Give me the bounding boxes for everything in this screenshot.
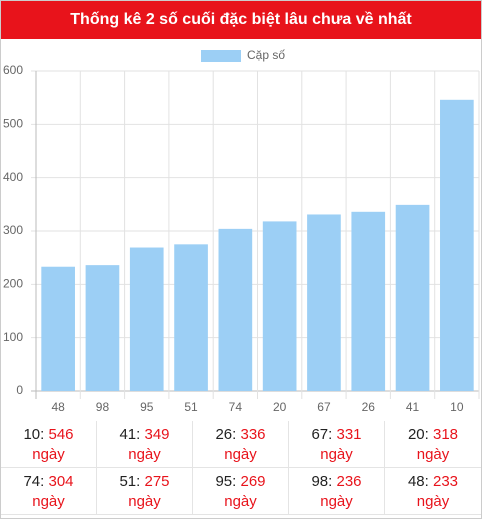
cell-number: 26 <box>215 426 236 443</box>
y-tick-label: 600 <box>3 63 23 77</box>
cell-days: 236 <box>336 473 362 490</box>
x-tick-label: 20 <box>273 400 287 414</box>
cell-unit: ngày <box>32 493 65 510</box>
cell-unit: ngày <box>416 493 450 510</box>
x-tick-label: 98 <box>96 400 110 414</box>
cell-line: 48 233 <box>385 472 481 492</box>
cell-number: 95 <box>215 473 236 490</box>
x-tick-label: 48 <box>51 400 65 414</box>
bar <box>351 211 386 391</box>
cell-line: 98 236 <box>289 472 384 492</box>
cell-days: 275 <box>144 473 170 490</box>
bar <box>395 204 430 391</box>
cell-days: 336 <box>240 426 266 443</box>
cell-line: 41 349 <box>97 425 192 445</box>
cell-number: 98 <box>311 473 332 490</box>
cell-unit: ngày <box>320 446 353 463</box>
cell-days: 269 <box>240 473 266 490</box>
cell-unit: ngày <box>416 446 450 463</box>
cell-number: 51 <box>119 473 140 490</box>
bar <box>174 244 208 391</box>
cell-days: 304 <box>48 473 74 490</box>
cell-number: 74 <box>23 473 44 490</box>
cell-days: 233 <box>433 473 459 490</box>
cell-number: 20 <box>408 426 429 443</box>
y-tick-label: 500 <box>3 117 23 131</box>
chart: Cặp số 0 100 200 300 400 500 600 48 98 95 51 74 20 67 2… <box>3 48 480 414</box>
cell-number: 10 <box>23 426 44 443</box>
legend-swatch <box>201 50 241 62</box>
cell-days: 349 <box>144 426 170 443</box>
bar <box>41 266 75 391</box>
cell-days: 318 <box>433 426 459 443</box>
cell-unit: ngày <box>320 493 353 510</box>
x-tick-label: 74 <box>229 400 243 414</box>
cell-days: 546 <box>48 426 74 443</box>
cell-unit: ngày <box>128 446 161 463</box>
cell-line: 95 269 <box>193 472 288 492</box>
cell-line: 20 318 <box>385 425 481 445</box>
y-tick-label: 200 <box>3 277 23 291</box>
cell-unit: ngày <box>224 493 257 510</box>
cell-line: 51 275 <box>97 472 192 492</box>
bar <box>218 228 253 391</box>
cell-line: 10 546 <box>1 425 96 445</box>
cell-unit: ngày <box>224 446 257 463</box>
header-title: Thống kê 2 số cuối đặc biệt lâu chưa về … <box>1 1 481 39</box>
x-tick-label: 41 <box>406 400 420 414</box>
y-tick-label: 300 <box>3 223 23 237</box>
cell-number: 67 <box>311 426 332 443</box>
x-tick-label: 95 <box>140 400 154 414</box>
x-tick-label: 67 <box>317 400 331 414</box>
bar <box>262 221 297 391</box>
bar <box>307 214 341 391</box>
cell-line: 26 336 <box>193 425 288 445</box>
x-tick-label: 10 <box>450 400 464 414</box>
bar <box>440 99 474 392</box>
y-tick-label: 400 <box>3 170 23 184</box>
cell-days: 331 <box>336 426 362 443</box>
x-tick-label: 26 <box>362 400 376 414</box>
cell-line: 67 331 <box>289 425 384 445</box>
x-tick-label: 51 <box>184 400 198 414</box>
bar <box>129 247 164 391</box>
cell-number: 41 <box>119 426 140 443</box>
cell-line: 74 304 <box>1 472 96 492</box>
cell-unit: ngày <box>128 493 161 510</box>
bar <box>85 265 120 391</box>
y-tick-label: 100 <box>3 330 23 344</box>
legend-label: Cặp số <box>247 48 285 62</box>
cell-unit: ngày <box>32 446 65 463</box>
y-tick-label: 0 <box>16 383 23 397</box>
cell-number: 48 <box>408 473 429 490</box>
